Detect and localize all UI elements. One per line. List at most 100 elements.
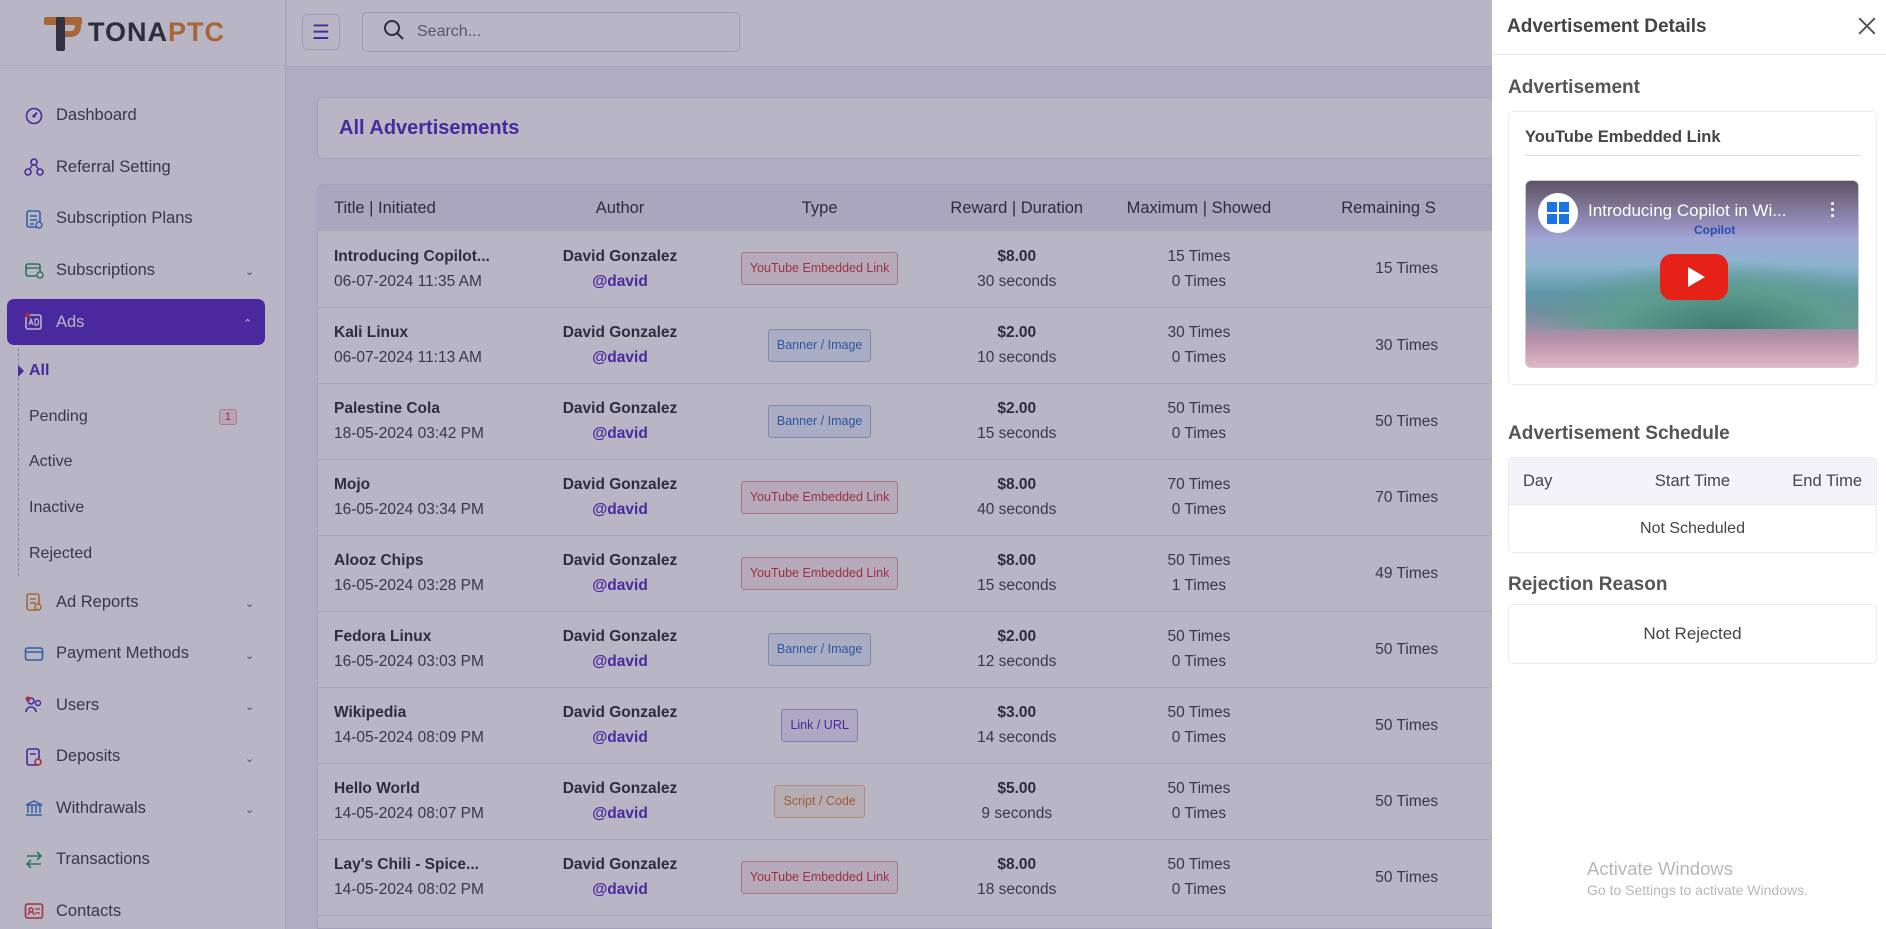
ad-title[interactable]: Introducing Copilot... [334,247,490,265]
sidebar-item-payment-methods[interactable]: Payment Methods ⌄ [0,628,285,680]
cell-reward-duration: $8.00 30 seconds [927,231,1107,307]
submenu-item-pending[interactable]: Pending 1 [19,394,285,440]
ad-maximum: 50 Times [1167,400,1231,417]
ad-maximum: 50 Times [1167,704,1231,721]
modal-backdrop[interactable] [0,0,1492,929]
ad-type-badge: Banner / Image [767,328,872,362]
author-name: David Gonzalez [562,628,678,645]
ad-maximum: 70 Times [1167,476,1231,493]
column-header: Maximum | Showed [1126,198,1272,217]
advertisement-details-panel: Advertisement Details Advertisement YouT… [1492,0,1886,929]
chevron-down-icon: ⌄ [245,649,255,662]
youtube-embed-video[interactable]: Introducing Copilot in Wi... Copilot · · · [1525,180,1859,368]
submenu-item-inactive[interactable]: Inactive [29,498,85,516]
ad-reward: $8.00 [997,247,1037,265]
ad-title[interactable]: Hello World [334,780,420,797]
ad-reward: $8.00 [997,856,1037,873]
ad-title[interactable]: Lay's Chili - Spice... [334,856,479,873]
chevron-down-icon: ⌄ [245,752,255,765]
ad-showed: 1 Times [1171,577,1227,594]
cell-author: David Gonzalez @david [528,611,713,687]
ad-title[interactable]: Palestine Cola [334,400,440,417]
ad-remaining: 30 Times [1375,336,1439,354]
menu-toggle-button[interactable]: ☰ [302,14,340,50]
more-options-icon[interactable]: · · · [1830,194,1836,226]
table-row[interactable]: Kali Linux 06-07-2024 11:13 AM David Gonza… [318,307,1516,383]
sidebar-item-dashboard[interactable]: Dashboard [0,90,285,142]
table-row[interactable]: Wikipedia 14-05-2024 08:09 PM David Gonzal… [318,687,1516,763]
cell-maximum-showed: 15 Times 0 Times [1107,231,1292,307]
ad-title[interactable]: Kali Linux [334,324,409,341]
cell-reward-duration: $2.00 10 seconds [927,307,1107,383]
sidebar-item-referral-setting[interactable]: Referral Setting [0,142,285,194]
author-username-link[interactable]: @david [592,653,648,670]
brand-logo[interactable]: TONAPTC [0,0,285,66]
ad-reward: $3.00 [997,704,1037,721]
sidebar-item-contacts[interactable]: Contacts [0,885,285,929]
search-input[interactable] [417,23,697,41]
ad-initiated-date: 06-07-2024 11:13 AM [334,349,482,366]
ad-title[interactable]: Alooz Chips [334,552,424,569]
cell-type: Banner / Image [712,611,927,687]
submenu-item-rejected[interactable]: Rejected [29,544,93,562]
table-row[interactable]: Alooz Chips 16-05-2024 03:28 PM David Gonz… [318,535,1516,611]
cell-maximum-showed: 50 Times 0 Times [1107,763,1292,839]
ad-showed: 0 Times [1171,729,1227,746]
chevron-down-icon: ⌄ [245,598,255,611]
ad-maximum: 30 Times [1167,324,1231,341]
ad-title[interactable]: Mojo [334,476,371,493]
ad-title[interactable]: Fedora Linux [334,628,432,645]
sidebar-item-deposits[interactable]: Deposits ⌄ [0,731,285,783]
table-row[interactable]: Introducing Copilot... 06-07-2024 11:35 A… [318,231,1516,307]
author-username-link[interactable]: @david [592,272,648,290]
sidebar-item-users[interactable]: Users ⌄ [0,679,285,731]
ad-icon [24,312,44,332]
credit-card-icon [24,644,44,664]
cell-reward-duration: $2.00 15 seconds [927,383,1107,459]
table-row[interactable]: Fedora Linux 16-05-2024 03:03 PM David Gon… [318,611,1516,687]
video-title[interactable]: Introducing Copilot in Wi... [1588,201,1787,220]
table-row[interactable]: Hello World 14-05-2024 08:07 PM David Gonz… [318,763,1516,839]
ad-duration: 12 seconds [977,653,1057,670]
sidebar-item-withdrawals[interactable]: Withdrawals ⌄ [0,782,285,834]
cell-maximum-showed: 50 Times 0 Times [1107,611,1292,687]
ad-type-badge: YouTube Embedded Link [740,252,899,286]
cell-author: David Gonzalez @david [528,383,713,459]
author-username-link[interactable]: @david [592,577,648,594]
cell-title-initiated: Kali Linux 06-07-2024 11:13 AM [318,307,528,383]
sidebar-item-subscription-plans[interactable]: Subscription Plans [0,193,285,245]
submenu-item-active[interactable]: Active [29,453,73,471]
sidebar-item-ads[interactable]: Ads ⌃ [7,299,265,345]
author-username-link[interactable]: @david [592,805,648,822]
author-username-link[interactable]: @david [592,425,648,442]
cell-maximum-showed: 70 Times 0 Times [1107,459,1292,535]
author-name: David Gonzalez [562,247,678,265]
ad-initiated-date: 14-05-2024 08:02 PM [334,881,484,898]
sidebar-item-transactions[interactable]: Transactions [0,834,285,886]
author-username-link[interactable]: @david [592,349,648,366]
cell-maximum-showed: 30 Times 0 Times [1107,307,1292,383]
ad-initiated-date: 16-05-2024 03:03 PM [334,653,484,670]
video-overlay-text: Copilot [1694,223,1736,237]
author-username-link[interactable]: @david [592,881,648,898]
close-icon[interactable] [1856,15,1878,37]
table-row[interactable]: Mojo 16-05-2024 03:34 PM David Gonzalez @da… [318,459,1516,535]
ad-title[interactable]: Wikipedia [334,704,407,721]
sidebar-item-subscriptions[interactable]: Subscriptions ⌄ [0,245,285,297]
table-row[interactable]: Lay's Chili - Spice... 14-05-2024 08:02 P… [318,839,1516,915]
ads-submenu: All Pending 1 Active Inactive Rejected [18,348,285,577]
channel-avatar[interactable] [1538,193,1578,233]
ad-duration: 18 seconds [977,881,1057,898]
submenu-item-all[interactable]: All [18,348,285,394]
table-row[interactable]: Palestine Cola 18-05-2024 03:42 PM David G… [318,383,1516,459]
chevron-down-icon: ⌄ [245,804,255,817]
schedule-empty-message: Not Scheduled [1509,504,1876,552]
bank-icon [24,798,44,818]
play-button[interactable] [1660,254,1728,300]
ad-duration: 30 seconds [977,272,1057,290]
ad-reward: $2.00 [997,628,1037,645]
author-name: David Gonzalez [562,400,678,417]
sidebar-item-ad-reports[interactable]: Ad Reports ⌄ [0,576,285,628]
author-username-link[interactable]: @david [592,729,648,746]
author-username-link[interactable]: @david [592,501,648,518]
